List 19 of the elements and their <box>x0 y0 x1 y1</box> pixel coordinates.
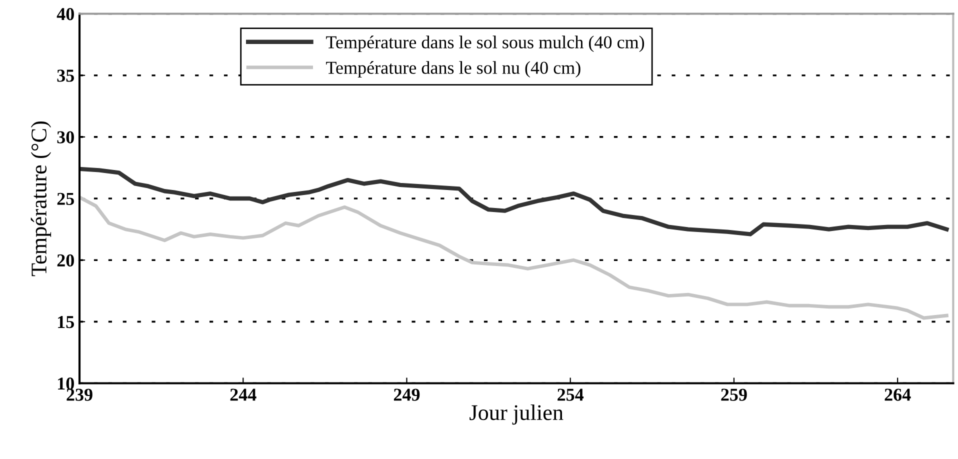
x-axis-title: Jour julien <box>470 404 564 425</box>
y-axis-title: Température (°C) <box>30 121 52 276</box>
x-tick-label: 264 <box>884 388 911 401</box>
y-tick-label: 20 <box>57 254 74 267</box>
x-tick-label: 259 <box>721 388 747 401</box>
y-tick-label: 30 <box>57 131 74 144</box>
legend-label: Température dans le sol sous mulch (40 cm) <box>326 36 644 52</box>
y-tick-label: 15 <box>58 316 74 328</box>
line-series <box>80 196 948 320</box>
x-tick-label: 244 <box>230 388 256 401</box>
y-tick-label: 35 <box>57 70 74 82</box>
line-series <box>80 166 949 236</box>
y-tick-label: 10 <box>58 378 74 390</box>
legend-label: Température dans le sol nu (40 cm) <box>326 61 580 78</box>
x-tick-label: 249 <box>394 388 420 401</box>
x-tick-label: 239 <box>66 388 92 401</box>
y-tick-label: 25 <box>57 192 74 205</box>
x-tick-label: 254 <box>558 388 584 401</box>
y-tick-label: 40 <box>56 8 74 20</box>
